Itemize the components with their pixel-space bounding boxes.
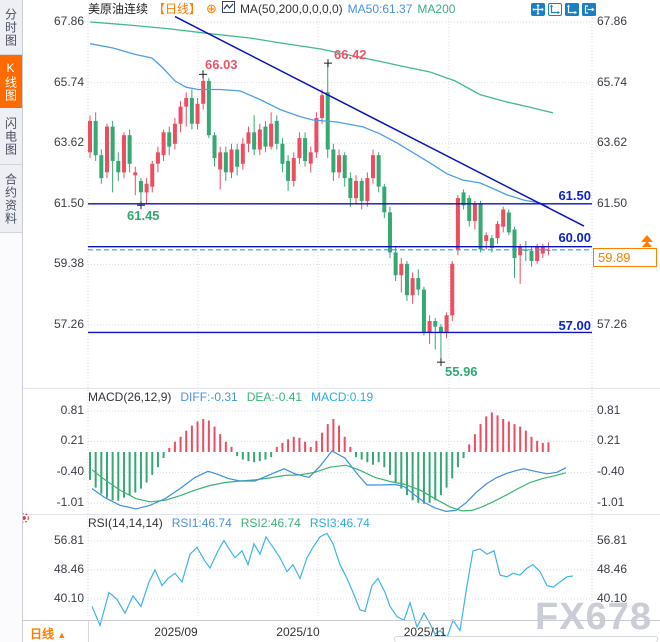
y-axis-tick: 59.38 bbox=[53, 256, 84, 271]
y-axis-tick: 0.21 bbox=[597, 433, 621, 448]
axis-divider bbox=[88, 621, 89, 642]
chart-type-sidebar: 分时图 K线图 闪电图 合约资料 bbox=[0, 0, 23, 642]
swing-high-annotation: 66.03 bbox=[205, 57, 238, 72]
y-axis-tick: 40.10 bbox=[597, 591, 628, 605]
period-selector[interactable]: 【日线】 bbox=[153, 2, 202, 16]
y-axis-scale-button[interactable] bbox=[565, 3, 579, 16]
pan-chart-button[interactable] bbox=[531, 3, 545, 16]
level-label-5700: 57.00 bbox=[558, 318, 591, 333]
rsi-header: RSI(14,14,14) RSI1:46.74 RSI2:46.74 RSI3… bbox=[88, 516, 370, 530]
x-axis-label: 2025/10 bbox=[276, 625, 320, 639]
y-axis-tick: 67.86 bbox=[53, 14, 84, 28]
rsi3-value: RSI3:46.74 bbox=[309, 516, 370, 530]
x-axis-label: 2025/09 bbox=[154, 625, 198, 639]
swing-high-annotation: 66.42 bbox=[334, 47, 367, 62]
y-axis-tick: 61.50 bbox=[53, 195, 84, 210]
y-axis-tick: 48.46 bbox=[597, 562, 628, 576]
swing-low-annotation: 61.45 bbox=[127, 208, 160, 223]
mini-chart-icon bbox=[221, 1, 235, 16]
add-indicator-icon[interactable]: ⊕ bbox=[206, 0, 217, 16]
time-axis-bar: 日线 ▲ 2025/09 2025/10 2025/11 bbox=[22, 620, 660, 642]
period-dropdown[interactable]: 日线 ▲ bbox=[30, 627, 67, 641]
ma200-legend: MA200 bbox=[417, 1, 456, 16]
level-label-6000: 60.00 bbox=[558, 230, 591, 245]
y-axis-tick: 56.81 bbox=[53, 533, 84, 548]
y-axis-tick: 65.74 bbox=[597, 74, 628, 89]
y-axis-tick: 48.46 bbox=[53, 562, 84, 576]
sidebar-item-kline-chart[interactable]: K线图 bbox=[0, 55, 22, 108]
chevron-up-icon: ▲ bbox=[57, 630, 67, 640]
y-axis-tick: 0.81 bbox=[597, 402, 621, 417]
horizontal-scrollbar[interactable] bbox=[394, 636, 658, 642]
symbol-name: 美原油连续 bbox=[88, 2, 149, 16]
ma50-legend: MA50:61.37 bbox=[347, 1, 413, 16]
macd-title[interactable]: MACD(26,12,9) bbox=[88, 390, 172, 404]
y-axis-tick: 61.50 bbox=[597, 195, 628, 210]
y-axis-tick: 67.86 bbox=[597, 14, 628, 28]
sidebar-item-time-chart[interactable]: 分时图 bbox=[0, 0, 22, 55]
rsi-title[interactable]: RSI(14,14,14) bbox=[88, 516, 163, 530]
y-axis-tick: 63.62 bbox=[53, 135, 84, 150]
y-axis-tick: 57.26 bbox=[597, 317, 628, 331]
y-axis-tick: 0.81 bbox=[60, 402, 84, 417]
chart-header: 美原油连续 【日线】 ⊕ MA(50,200,0,0,0,0) MA50:61.… bbox=[88, 1, 455, 16]
sidebar-item-contract-info[interactable]: 合约资料 bbox=[0, 165, 22, 233]
rsi2-value: RSI2:46.74 bbox=[240, 516, 301, 530]
y-axis-tick: -0.40 bbox=[56, 464, 84, 479]
y-axis-tick: 57.26 bbox=[53, 317, 84, 331]
latest-price-arrow-icon[interactable] bbox=[641, 235, 653, 247]
y-axis-tick: 40.10 bbox=[53, 591, 84, 605]
y-axis-tick: 0.21 bbox=[60, 433, 84, 448]
swing-low-annotation: 55.96 bbox=[445, 364, 478, 379]
sidebar-item-lightning-chart[interactable]: 闪电图 bbox=[0, 108, 22, 165]
main-chart-plot-area[interactable] bbox=[88, 15, 592, 388]
ma-settings-label[interactable]: MA(50,200,0,0,0,0) bbox=[239, 1, 343, 16]
exit-fullscreen-button[interactable] bbox=[582, 3, 596, 16]
level-label-6150: 61.50 bbox=[558, 188, 591, 203]
y-axis-tick: -1.01 bbox=[56, 495, 84, 510]
y-axis-tick: -1.01 bbox=[597, 495, 625, 510]
y-axis-tick: 56.81 bbox=[597, 533, 628, 548]
macd-dea-value: DEA:-0.41 bbox=[246, 390, 303, 404]
chart-toolbar bbox=[531, 3, 596, 16]
macd-diff-value: DIFF:-0.31 bbox=[180, 390, 238, 404]
rsi-plot-area[interactable] bbox=[88, 515, 592, 618]
macd-hist-value: MACD:0.19 bbox=[311, 390, 374, 404]
y-axis-tick: 65.74 bbox=[53, 74, 84, 89]
macd-plot-area[interactable] bbox=[88, 390, 592, 514]
rsi1-value: RSI1:46.74 bbox=[171, 516, 232, 530]
macd-header: MACD(26,12,9) DIFF:-0.31 DEA:-0.41 MACD:… bbox=[88, 390, 373, 404]
y-axis-tick: -0.40 bbox=[597, 464, 625, 479]
live-indicator-icon[interactable] bbox=[17, 511, 31, 530]
current-price-box: 59.89 bbox=[593, 248, 657, 267]
y-axis-tick: 63.62 bbox=[597, 135, 628, 150]
y-axis-zoom-button[interactable] bbox=[548, 3, 562, 16]
